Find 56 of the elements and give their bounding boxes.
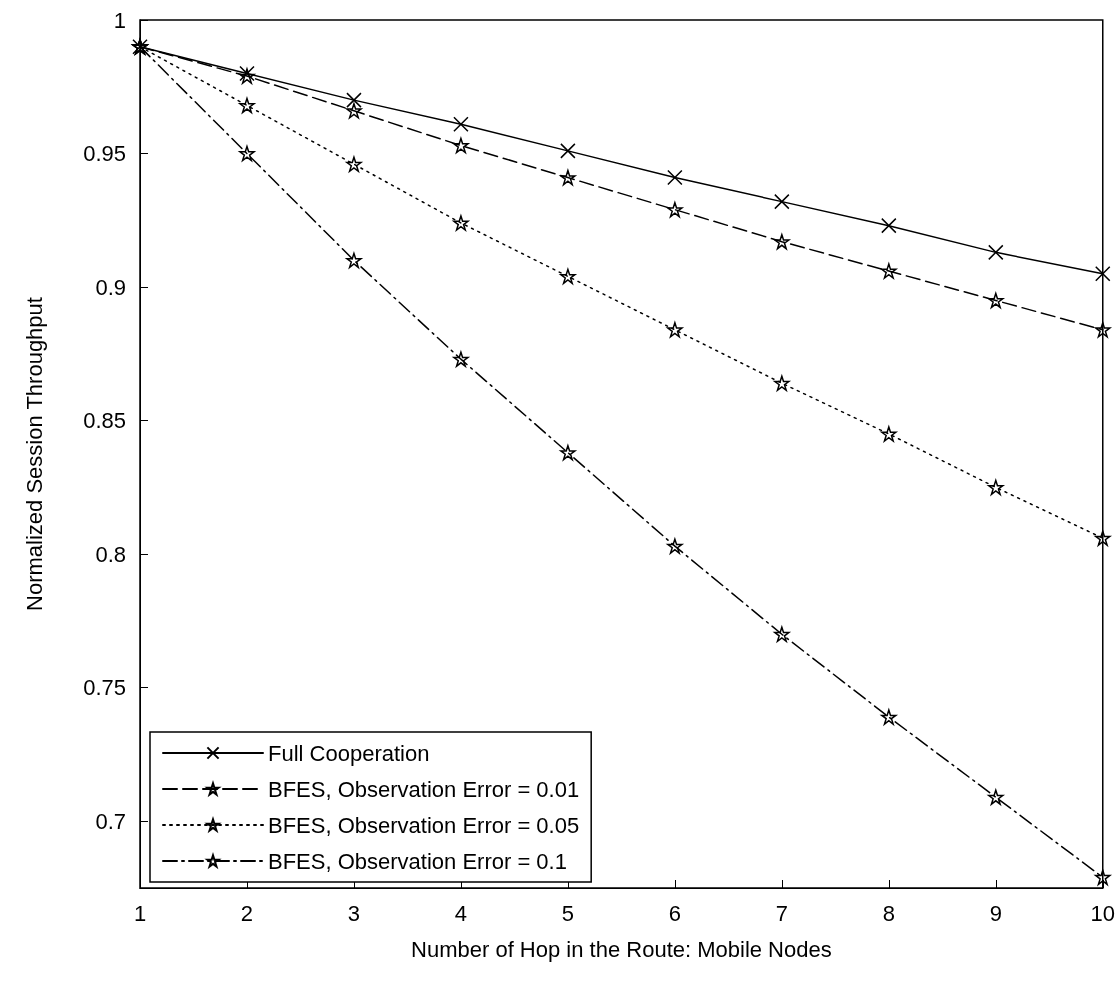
point — [560, 444, 576, 461]
y-tick-label: 0.7 — [95, 808, 126, 834]
point — [239, 145, 255, 162]
y-tick-label: 0.9 — [95, 274, 126, 300]
point — [346, 156, 362, 172]
point — [1095, 530, 1111, 546]
point — [560, 268, 576, 285]
point — [774, 193, 790, 210]
point — [1095, 869, 1111, 886]
point — [239, 97, 255, 114]
legend-label: BFES, Observation Error = 0.1 — [268, 848, 567, 874]
point — [667, 322, 683, 338]
y-tick-label: 0.85 — [83, 408, 126, 434]
y-tick-label: 0.8 — [95, 541, 126, 567]
point — [774, 626, 790, 643]
y-axis-title: Normalized Session Throughput — [21, 297, 47, 611]
point — [453, 116, 469, 132]
point — [1095, 322, 1111, 338]
x-tick-label: 8 — [882, 900, 895, 926]
point — [453, 351, 469, 367]
x-tick-label: 5 — [561, 900, 575, 926]
point — [667, 538, 683, 554]
point — [881, 709, 897, 725]
point — [346, 103, 362, 119]
y-tick-label: 0.95 — [83, 141, 126, 167]
x-axis-title: Number of Hop in the Route: Mobile Nodes — [411, 936, 832, 962]
x-tick-label: 10 — [1090, 900, 1116, 926]
point — [774, 375, 790, 391]
legend-label: Full Cooperation — [268, 740, 430, 766]
point — [346, 92, 362, 108]
point — [881, 217, 897, 234]
legend-label: BFES, Observation Error = 0.05 — [268, 812, 580, 838]
legend-label: BFES, Observation Error = 0.01 — [268, 776, 580, 802]
x-tick-label: 7 — [775, 900, 788, 926]
point — [667, 169, 683, 186]
x-tick-label: 9 — [989, 900, 1002, 926]
y-tick-label: 1 — [113, 7, 126, 33]
point — [881, 426, 897, 442]
x-tick-label: 3 — [347, 900, 361, 926]
x-tick-label: 6 — [668, 900, 681, 926]
point — [667, 201, 683, 218]
point — [988, 789, 1004, 805]
point — [988, 292, 1004, 309]
point — [988, 244, 1004, 261]
point — [560, 169, 576, 186]
point — [988, 479, 1004, 496]
x-tick-label: 2 — [240, 900, 254, 926]
x-tick-label: 1 — [133, 900, 147, 926]
y-tick-label: 0.75 — [83, 675, 126, 701]
point — [881, 263, 897, 279]
point — [453, 137, 469, 154]
point — [346, 252, 362, 269]
x-tick-label: 4 — [454, 900, 468, 926]
point — [453, 215, 469, 231]
point — [774, 233, 790, 250]
point — [560, 143, 576, 159]
